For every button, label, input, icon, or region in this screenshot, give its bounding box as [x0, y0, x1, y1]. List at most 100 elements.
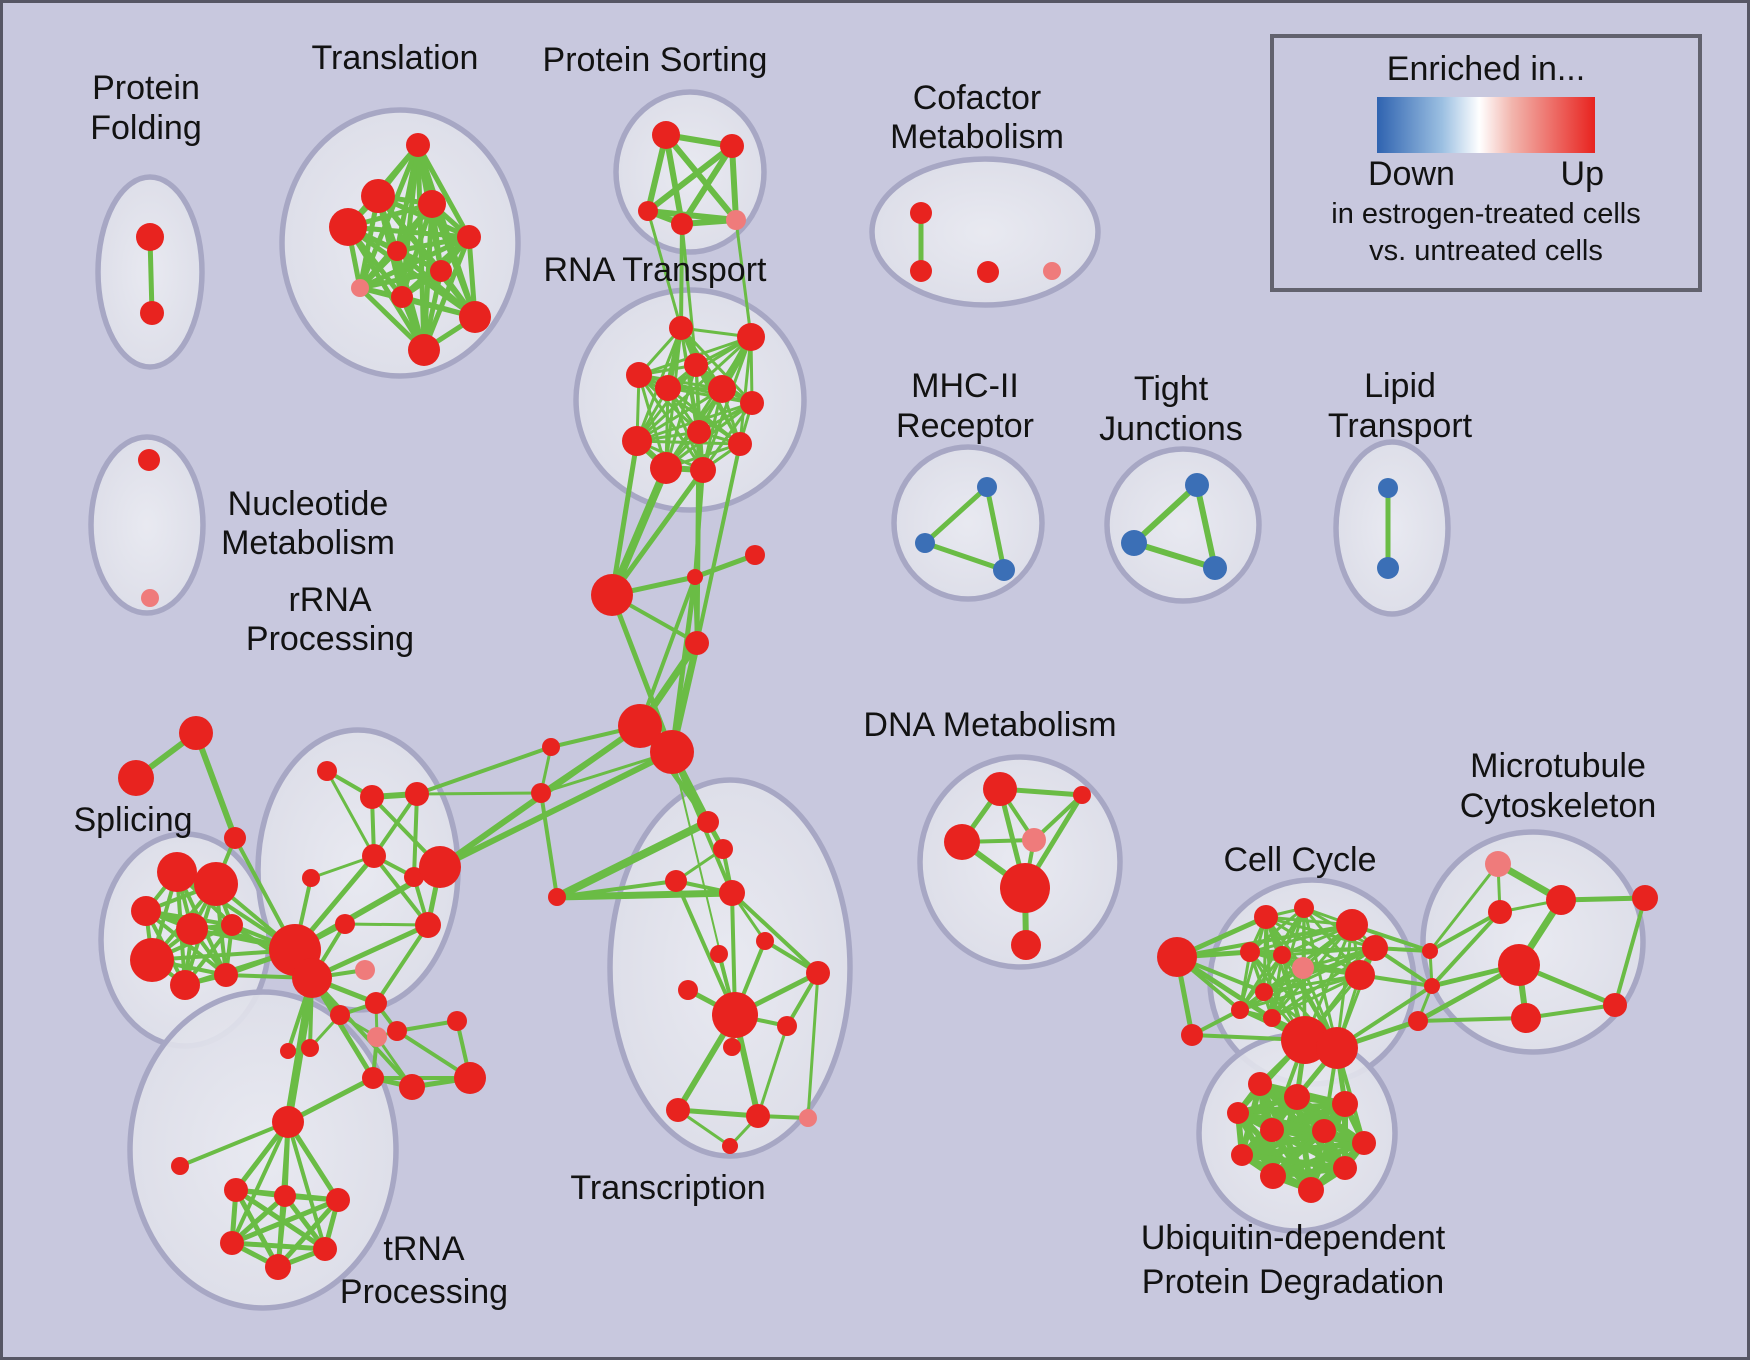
edge-rna-transport-mesh — [635, 387, 724, 443]
node-sp1 — [157, 852, 197, 892]
edge — [193, 730, 238, 841]
node-b8 — [367, 1027, 387, 1047]
node-t15 — [722, 1138, 738, 1154]
node-ps1 — [652, 121, 680, 149]
cluster-label-tight-junctions-line1: Tight — [1134, 370, 1209, 408]
node-mh2 — [915, 533, 935, 553]
node-tn6 — [265, 1254, 291, 1280]
edge — [372, 792, 419, 858]
node-rt11 — [650, 452, 682, 484]
edge-cell-cycle-mesh — [1238, 973, 1362, 1012]
node-lp1 — [1378, 478, 1398, 498]
node-cc8 — [1362, 935, 1388, 961]
node-cf4 — [1043, 262, 1061, 280]
cluster-label-nucleotide-metabolism-line2: Metabolism — [221, 524, 395, 562]
node-s1 — [179, 716, 213, 750]
node-t8 — [712, 992, 758, 1038]
node-rt9 — [622, 426, 652, 456]
cluster-ellipse-lipid-transport — [1333, 439, 1451, 617]
node-sp6 — [130, 938, 174, 982]
edge-translation-mesh — [345, 224, 427, 353]
node-sp3 — [131, 896, 161, 926]
edge — [1174, 954, 1308, 1043]
edge — [539, 791, 559, 899]
cluster-ellipse-mhc-ii-receptor — [891, 444, 1045, 602]
node-d6 — [1011, 930, 1041, 960]
edge — [609, 592, 675, 755]
cluster-label-transcription-line1: Transcription — [570, 1169, 765, 1207]
node-b9 — [447, 1011, 467, 1031]
node-cf2 — [910, 260, 932, 282]
cluster-label-ubiquitin-degradation-line2: Protein Degradation — [1142, 1263, 1444, 1301]
edge — [310, 976, 414, 1089]
node-tr9 — [391, 286, 413, 308]
edge-protein-sorting-mesh — [663, 132, 685, 227]
edge — [1194, 482, 1218, 571]
edge — [984, 484, 1007, 573]
edge-cell-cycle-mesh — [1248, 906, 1306, 954]
node-s3 — [224, 827, 246, 849]
edge — [646, 209, 683, 330]
edge — [1428, 862, 1500, 953]
legend-down-label: Down — [1368, 155, 1455, 193]
edge-protein-sorting-mesh — [645, 143, 735, 214]
edge — [692, 552, 758, 580]
node-t9 — [806, 961, 830, 985]
node-rt6 — [708, 375, 736, 403]
edge — [415, 745, 553, 796]
edge — [437, 749, 675, 870]
edge — [325, 769, 376, 858]
cluster-label-splicing-line1: Splicing — [73, 801, 192, 839]
node-r7 — [415, 912, 441, 938]
edge — [679, 222, 684, 330]
node-u10 — [1298, 1177, 1324, 1203]
cluster-label-cofactor-metabolism-line1: Cofactor — [913, 79, 1042, 117]
node-tnl — [171, 1157, 189, 1175]
node-cc11 — [1263, 1009, 1281, 1027]
node-cc10 — [1231, 1001, 1249, 1019]
edge-cell-cycle-mesh — [1270, 946, 1377, 1020]
node-ps3 — [638, 201, 658, 221]
node-tr6 — [387, 241, 407, 261]
node-tn0 — [272, 1106, 304, 1138]
node-b4 — [362, 1067, 384, 1089]
node-ps4 — [671, 213, 693, 235]
edge-translation-mesh — [429, 201, 478, 320]
edge — [415, 791, 543, 796]
node-m3 — [1488, 900, 1512, 924]
node-rt12 — [690, 457, 716, 483]
node-r3 — [405, 782, 429, 806]
node-cc4 — [1240, 942, 1260, 962]
edge — [1416, 1016, 1528, 1023]
node-u3 — [1332, 1091, 1358, 1117]
node-t10 — [777, 1016, 797, 1036]
cluster-label-translation-line1: Translation — [312, 39, 479, 77]
node-m5 — [1511, 1003, 1541, 1033]
node-t14 — [799, 1109, 817, 1127]
node-b1 — [330, 1005, 350, 1025]
node-d3 — [944, 824, 980, 860]
node-m2 — [1546, 885, 1576, 915]
node-d2 — [1073, 786, 1091, 804]
node-tr7 — [430, 260, 452, 282]
cluster-label-rna-transport-line1: RNA Transport — [544, 251, 768, 289]
node-cx1 — [1157, 937, 1197, 977]
edge-rna-transport-mesh — [701, 401, 754, 472]
node-sp2 — [194, 862, 238, 906]
node-b3 — [387, 1021, 407, 1041]
edge — [178, 1120, 290, 1168]
edge — [695, 442, 742, 645]
node-cc1 — [1254, 905, 1278, 929]
edge-rna-transport-mesh — [637, 373, 705, 472]
node-cc5 — [1273, 946, 1291, 964]
edge — [412, 792, 419, 879]
node-tn2 — [274, 1185, 296, 1207]
legend-caption-line2: vs. untreated cells — [1369, 235, 1603, 267]
edge-protein-sorting-mesh — [679, 143, 735, 227]
node-c5 — [618, 704, 662, 748]
node-d4 — [1022, 828, 1046, 852]
edge — [372, 854, 430, 927]
cluster-label-microtubule-cytoskeleton-line2: Cytoskeleton — [1460, 787, 1657, 825]
edge-trna-mesh — [275, 1197, 341, 1270]
